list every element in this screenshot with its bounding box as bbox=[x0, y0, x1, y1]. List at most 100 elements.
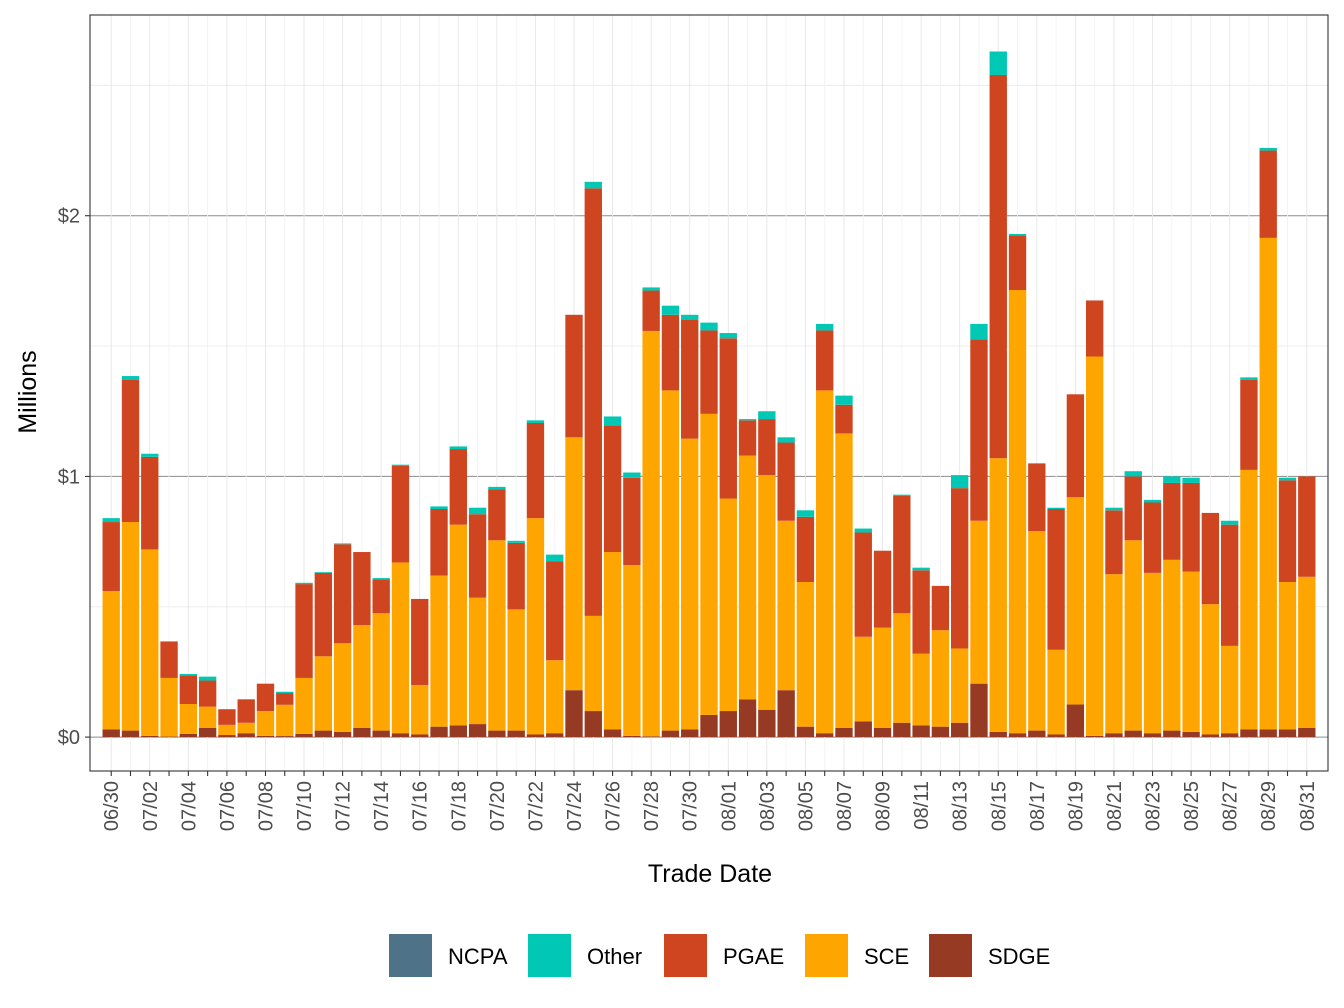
bar-sdge bbox=[1047, 734, 1065, 738]
x-tick-label: 08/23 bbox=[1143, 781, 1165, 831]
bar-sce bbox=[1163, 559, 1181, 731]
bar-other bbox=[372, 578, 390, 580]
bar-sce bbox=[198, 706, 217, 728]
bar-sce bbox=[179, 704, 198, 734]
bar-other bbox=[661, 305, 680, 315]
bar-pgae bbox=[623, 477, 641, 566]
x-tick-label: 08/29 bbox=[1258, 781, 1280, 831]
bar-sdge bbox=[179, 733, 198, 738]
bar-other bbox=[1124, 471, 1142, 477]
x-tick-label: 07/30 bbox=[680, 781, 702, 831]
bar-sce bbox=[1008, 290, 1027, 734]
bar-sdge bbox=[411, 734, 429, 738]
bar-pgae bbox=[738, 420, 757, 456]
bar-sdge bbox=[777, 690, 795, 738]
x-tick-label: 08/21 bbox=[1104, 781, 1126, 831]
bar-pgae bbox=[333, 544, 352, 644]
bar-pgae bbox=[488, 489, 506, 541]
bar-pgae bbox=[507, 542, 525, 610]
bar-sdge bbox=[276, 736, 294, 738]
x-tick-label: 08/03 bbox=[757, 781, 779, 831]
bar-pgae bbox=[1143, 502, 1162, 573]
bar-other bbox=[1182, 477, 1200, 483]
bar-pgae bbox=[1105, 510, 1123, 575]
bar-sce bbox=[276, 704, 294, 737]
bar-pgae bbox=[411, 598, 429, 685]
bar-other bbox=[642, 287, 660, 291]
bar-other bbox=[700, 322, 718, 331]
bar-other bbox=[1278, 477, 1297, 481]
bar-sdge bbox=[1201, 734, 1220, 738]
bar-sce bbox=[700, 413, 718, 715]
bar-other bbox=[816, 323, 834, 331]
bar-sdge bbox=[391, 733, 410, 738]
bar-pgae bbox=[295, 584, 313, 678]
bar-other bbox=[546, 554, 564, 562]
bar-sce bbox=[738, 455, 757, 700]
bar-sdge bbox=[603, 729, 622, 738]
bar-sce bbox=[546, 660, 564, 734]
bar-pgae bbox=[102, 522, 120, 592]
bar-other bbox=[468, 507, 487, 515]
bar-sdge bbox=[1278, 729, 1297, 738]
bar-sdge bbox=[449, 725, 467, 738]
bar-sce bbox=[1124, 540, 1142, 731]
bar-sce bbox=[391, 562, 410, 734]
bar-sce bbox=[1240, 469, 1258, 730]
bar-sdge bbox=[333, 731, 352, 738]
x-tick-label: 08/05 bbox=[795, 781, 817, 831]
bar-sce bbox=[1028, 531, 1046, 731]
bar-pgae bbox=[353, 552, 371, 626]
bar-sce bbox=[430, 575, 448, 727]
bar-sdge bbox=[353, 727, 371, 738]
x-tick-label: 08/07 bbox=[834, 781, 856, 831]
bar-pgae bbox=[565, 314, 583, 438]
bar-pgae bbox=[951, 488, 969, 649]
bar-sce bbox=[931, 630, 950, 727]
bar-sdge bbox=[1259, 729, 1277, 738]
bar-sdge bbox=[198, 727, 217, 738]
x-tick-label: 07/10 bbox=[294, 781, 316, 831]
legend-swatch-sce bbox=[805, 934, 848, 977]
x-tick-label: 07/14 bbox=[371, 781, 393, 831]
bar-sdge bbox=[1298, 727, 1316, 738]
bar-pgae bbox=[468, 514, 487, 598]
bar-pgae bbox=[1047, 509, 1065, 650]
bar-sce bbox=[642, 330, 660, 737]
bar-pgae bbox=[526, 422, 545, 519]
bar-pgae bbox=[141, 456, 159, 550]
bar-pgae bbox=[314, 572, 333, 657]
bar-pgae bbox=[1028, 463, 1046, 532]
bar-pgae bbox=[642, 290, 660, 331]
bar-sce bbox=[661, 390, 680, 731]
bar-other bbox=[1259, 147, 1277, 151]
bar-sce bbox=[623, 565, 641, 736]
bar-other bbox=[526, 420, 545, 423]
bar-pgae bbox=[276, 693, 294, 705]
bar-sdge bbox=[873, 727, 892, 738]
bar-sce bbox=[565, 437, 583, 691]
bar-sdge bbox=[623, 735, 641, 738]
bar-sdge bbox=[1066, 704, 1085, 738]
bar-sce bbox=[488, 540, 506, 731]
bars bbox=[102, 51, 1316, 738]
bar-sdge bbox=[430, 726, 448, 738]
bar-pgae bbox=[391, 465, 410, 563]
bar-sdge bbox=[931, 726, 950, 738]
x-tick-label: 07/20 bbox=[487, 781, 509, 831]
bar-other bbox=[1105, 507, 1123, 511]
bar-sdge bbox=[565, 690, 583, 738]
bar-pgae bbox=[873, 550, 892, 628]
bar-pgae bbox=[218, 709, 236, 725]
x-tick-label: 07/04 bbox=[178, 781, 200, 831]
x-tick-label: 08/19 bbox=[1065, 781, 1087, 831]
bar-pgae bbox=[1259, 150, 1277, 238]
bar-sce bbox=[1085, 356, 1104, 736]
bar-pgae bbox=[179, 675, 198, 705]
bar-sce bbox=[314, 656, 333, 731]
bar-other bbox=[951, 475, 969, 489]
x-tick-label: 07/26 bbox=[603, 781, 625, 831]
bar-sdge bbox=[160, 736, 178, 738]
bar-sdge bbox=[218, 735, 236, 738]
